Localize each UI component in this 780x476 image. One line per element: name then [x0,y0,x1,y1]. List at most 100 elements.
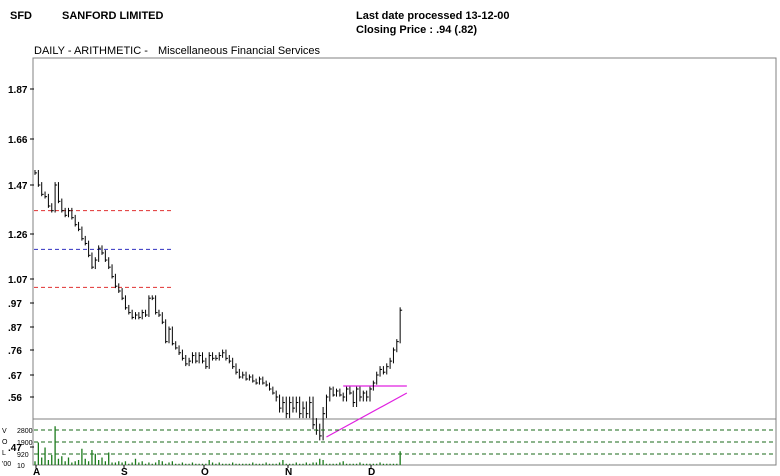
price-bar [191,352,195,364]
price-tick-label: .67 [8,371,22,382]
price-bar [178,345,182,355]
trendline [326,392,408,438]
last-date-processed: Last date processed 13-12-00 [356,10,510,22]
price-bar [165,319,168,344]
price-bar [218,352,222,361]
price-bar [181,349,185,361]
price-bar [135,312,138,320]
volume-axis-letter: L [2,450,6,457]
price-bar [262,376,265,385]
price-bar [98,245,101,262]
price-bar [215,355,218,361]
price-bar [188,357,192,367]
price-bar [376,371,379,385]
price-bar [332,386,336,397]
volume-axis: 10 920 1900 2800 VOL '00 [2,428,776,470]
price-bar [232,357,235,369]
price-bar [71,207,74,220]
price-bar [124,295,128,310]
price-tick-label: .76 [8,346,22,357]
price-bar [222,349,225,358]
volume-axis-letter: O [2,439,8,446]
price-bar [161,312,165,325]
price-bar [379,366,383,377]
price-bar [285,396,289,419]
price-bar [128,304,131,315]
price-bar [302,401,305,419]
price-bar [185,355,188,367]
price-bar [312,396,316,430]
price-bar [51,203,54,213]
price-bar [248,374,252,381]
price-tick-label: 1.07 [8,275,28,286]
price-bar [322,407,326,441]
price-tick-label: .47 [8,443,22,454]
closing-price: Closing Price : .94 (.82) [356,24,478,36]
price-bar [195,352,198,364]
price-bar [245,371,249,381]
price-bar [252,374,255,383]
price-bar [359,386,362,402]
price-bar [151,295,155,301]
price-bar [158,309,161,317]
price-bar [336,388,339,397]
price-axis: .47 .56 .67 .76 .87 .97 1.07 1.26 1.47 1.66 1.87 [8,85,34,454]
price-bar [362,390,366,402]
price-bar [131,309,135,320]
volume-tick-label: 2800 [17,428,33,435]
price-panel-frame [32,57,777,420]
price-bar [242,371,245,379]
volume-panel-frame [32,418,777,466]
price-bar [342,392,346,402]
price-bar [279,394,282,413]
price-bar [198,352,202,364]
price-bar [272,386,275,395]
price-bar [346,386,349,402]
price-bar [148,295,151,317]
price-bar [269,382,272,391]
price-bar [208,352,212,369]
volume-tick-label: 1900 [17,440,33,447]
price-bar [155,295,158,315]
price-bar [37,169,41,187]
price-bar [399,307,403,344]
price-bars [34,169,403,441]
price-bar [282,396,285,413]
price-bar [235,363,238,375]
price-bar [114,273,118,289]
price-bar [382,366,386,375]
price-bar [309,396,312,419]
price-bar [319,423,322,441]
price-bar [305,401,309,419]
price-bar [255,378,259,385]
price-bar [339,388,342,397]
chart-subtitle-left: DAILY - ARITHMETIC - [34,45,148,57]
price-bar [238,368,242,379]
price-bar [396,339,399,353]
price-bar [104,250,108,262]
price-bar [289,396,292,419]
price-tick-label: .97 [8,299,22,310]
price-bar [315,418,319,435]
price-bar [74,214,78,227]
price-bar [175,341,178,350]
ticker-symbol: SFD [10,10,32,22]
price-bar [171,326,175,346]
price-bar [275,390,279,402]
price-bar [68,207,71,218]
price-bar [94,257,98,270]
price-bar [329,386,332,402]
price-bar [101,245,104,255]
price-bar [168,326,171,344]
price-bar [34,169,37,175]
price-tick-label: 1.87 [8,85,28,96]
company-name: SANFORD LIMITED [62,10,164,22]
price-bar [352,390,356,407]
price-bar [81,226,84,241]
month-label: S [121,467,128,476]
price-tick-label: 1.47 [8,181,28,192]
volume-axis-letter: '00 [2,461,11,468]
price-bar [356,386,359,407]
